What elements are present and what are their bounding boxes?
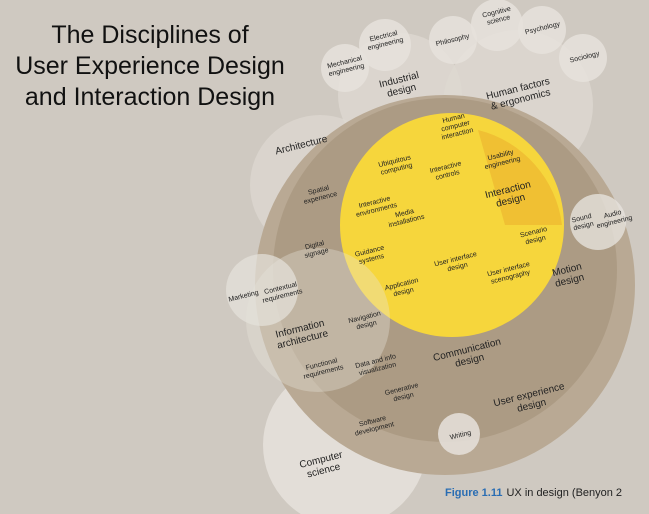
bubble-psychology xyxy=(518,6,566,54)
figure-number: Figure 1.11 xyxy=(445,487,503,499)
title-line-3: and Interaction Design xyxy=(24,83,276,111)
label-sound-design-line-2: design xyxy=(573,221,595,233)
bubble-philosophy xyxy=(429,16,477,64)
figure-caption-text: UX in design (Benyon 2 xyxy=(506,487,623,499)
bubble-marketing xyxy=(226,254,298,326)
label-media-installations-line-1: Media xyxy=(395,208,415,219)
label-user-interface-design-line-2: design xyxy=(447,262,469,274)
figure-caption: Figure 1.11 UX in design (Benyon 2 xyxy=(445,487,622,499)
label-sound-design: Sounddesign xyxy=(571,213,595,233)
label-scenario-design-line-2: design xyxy=(525,235,547,247)
bubble-cognitive-science xyxy=(471,0,523,51)
label-audio-engineering-line-1: Audio xyxy=(603,209,622,220)
interaction-design-highlight xyxy=(478,130,562,225)
diagram-title: The Disciplines of User Experience Desig… xyxy=(0,20,300,113)
label-generative-design-line-2: design xyxy=(393,392,415,404)
label-digital-signage-line-1: Digital xyxy=(304,240,325,252)
title-line-1: The Disciplines of xyxy=(51,21,249,49)
bubble-mechanical-engineering xyxy=(321,44,369,92)
label-application-design-line-2: design xyxy=(393,287,415,299)
overlay-bubbles xyxy=(226,0,626,455)
bubble-writing xyxy=(438,413,480,455)
bubble-sociology xyxy=(559,34,607,82)
title-line-2: User Experience Design xyxy=(15,52,285,80)
label-sound-design-line-1: Sound xyxy=(571,213,592,225)
bubble-sound-audio xyxy=(570,194,626,250)
label-navigation-design-line-2: design xyxy=(356,320,378,332)
bubble-electrical-engineering xyxy=(359,19,411,71)
